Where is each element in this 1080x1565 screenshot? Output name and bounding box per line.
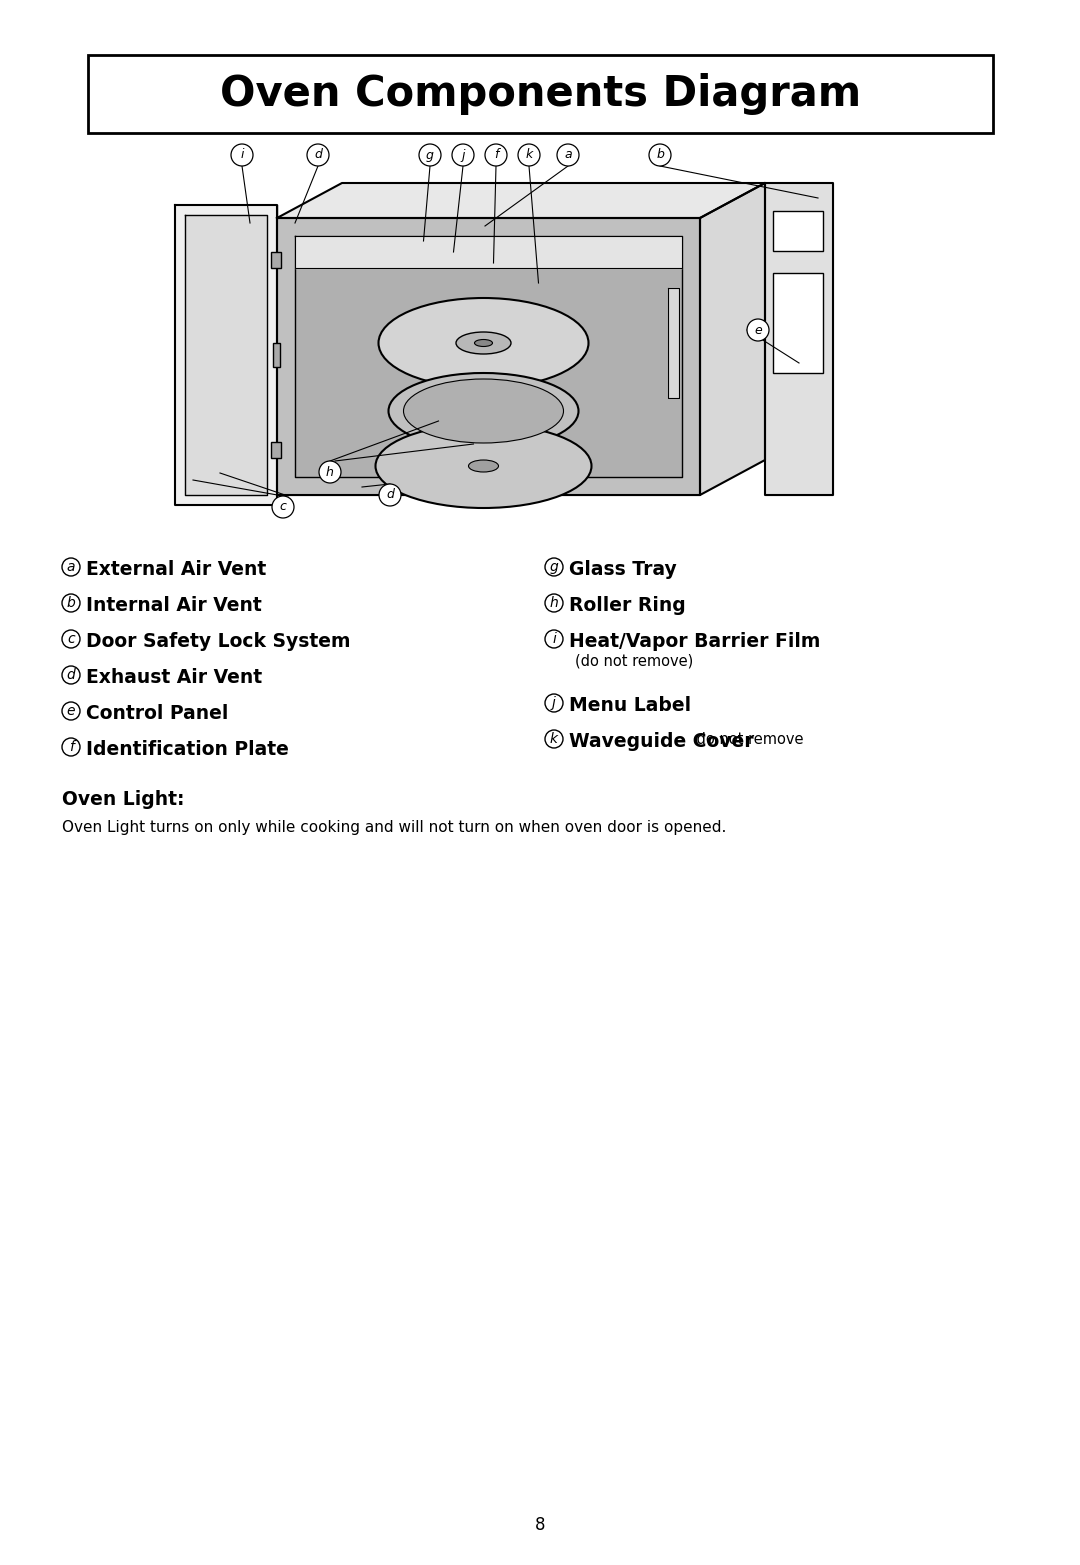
Text: b: b: [67, 596, 76, 610]
Polygon shape: [700, 183, 765, 495]
Ellipse shape: [378, 297, 589, 388]
Ellipse shape: [389, 372, 579, 449]
Text: b: b: [656, 149, 664, 161]
Text: c: c: [67, 632, 75, 646]
Circle shape: [545, 595, 563, 612]
Text: Exhaust Air Vent: Exhaust Air Vent: [86, 668, 262, 687]
Text: g: g: [427, 149, 434, 161]
Circle shape: [545, 693, 563, 712]
Text: c: c: [280, 501, 286, 513]
Ellipse shape: [376, 424, 592, 509]
Text: Door Safety Lock System: Door Safety Lock System: [86, 632, 351, 651]
Bar: [87, 55, 993, 133]
Ellipse shape: [456, 332, 511, 354]
Text: f: f: [494, 149, 498, 161]
Circle shape: [62, 667, 80, 684]
Text: do not remove: do not remove: [692, 732, 804, 747]
Circle shape: [518, 144, 540, 166]
Text: i: i: [552, 632, 556, 646]
Ellipse shape: [404, 379, 564, 443]
Text: a: a: [67, 560, 76, 574]
Bar: [773, 211, 823, 250]
Circle shape: [62, 703, 80, 720]
Bar: [773, 272, 823, 372]
Bar: [271, 441, 281, 459]
Circle shape: [307, 144, 329, 166]
Text: i: i: [240, 149, 244, 161]
Circle shape: [379, 484, 401, 505]
Text: d: d: [386, 488, 394, 501]
Text: 8: 8: [535, 1516, 545, 1534]
Polygon shape: [276, 183, 765, 218]
Text: Control Panel: Control Panel: [86, 704, 228, 723]
Polygon shape: [669, 288, 679, 398]
Circle shape: [485, 144, 507, 166]
Text: Menu Label: Menu Label: [569, 696, 691, 715]
Polygon shape: [175, 205, 276, 505]
Text: Oven Light turns on only while cooking and will not turn on when oven door is op: Oven Light turns on only while cooking a…: [62, 820, 727, 836]
Circle shape: [231, 144, 253, 166]
Circle shape: [545, 559, 563, 576]
Circle shape: [453, 144, 474, 166]
Text: Heat/Vapor Barrier Film: Heat/Vapor Barrier Film: [569, 632, 821, 651]
Text: k: k: [525, 149, 532, 161]
Text: Waveguide Cover: Waveguide Cover: [569, 732, 754, 751]
Text: Oven Light:: Oven Light:: [62, 790, 185, 809]
Text: k: k: [550, 732, 558, 747]
Circle shape: [649, 144, 671, 166]
Polygon shape: [276, 218, 700, 495]
Circle shape: [62, 739, 80, 756]
Text: Oven Components Diagram: Oven Components Diagram: [220, 74, 861, 114]
Text: g: g: [550, 560, 558, 574]
Text: External Air Vent: External Air Vent: [86, 560, 267, 579]
Text: j: j: [552, 696, 556, 711]
Circle shape: [319, 462, 341, 484]
Circle shape: [557, 144, 579, 166]
Bar: [273, 343, 280, 368]
Text: e: e: [67, 704, 76, 718]
Circle shape: [62, 631, 80, 648]
Text: a: a: [564, 149, 571, 161]
Polygon shape: [765, 183, 833, 495]
Text: f: f: [68, 740, 73, 754]
Polygon shape: [185, 214, 267, 495]
Polygon shape: [295, 236, 681, 268]
Circle shape: [545, 631, 563, 648]
Circle shape: [62, 559, 80, 576]
Text: Identification Plate: Identification Plate: [86, 740, 288, 759]
Polygon shape: [295, 236, 681, 477]
Circle shape: [272, 496, 294, 518]
Bar: [271, 252, 281, 268]
Text: Glass Tray: Glass Tray: [569, 560, 677, 579]
Text: e: e: [754, 324, 761, 336]
Text: (do not remove): (do not remove): [575, 654, 693, 668]
Ellipse shape: [474, 340, 492, 346]
Circle shape: [62, 595, 80, 612]
Text: d: d: [314, 149, 322, 161]
Text: Roller Ring: Roller Ring: [569, 596, 686, 615]
Text: h: h: [550, 596, 558, 610]
Text: Internal Air Vent: Internal Air Vent: [86, 596, 261, 615]
Text: d: d: [67, 668, 76, 682]
Circle shape: [545, 729, 563, 748]
Text: h: h: [326, 465, 334, 479]
Ellipse shape: [469, 460, 499, 473]
Circle shape: [747, 319, 769, 341]
Text: j: j: [461, 149, 464, 161]
Circle shape: [419, 144, 441, 166]
